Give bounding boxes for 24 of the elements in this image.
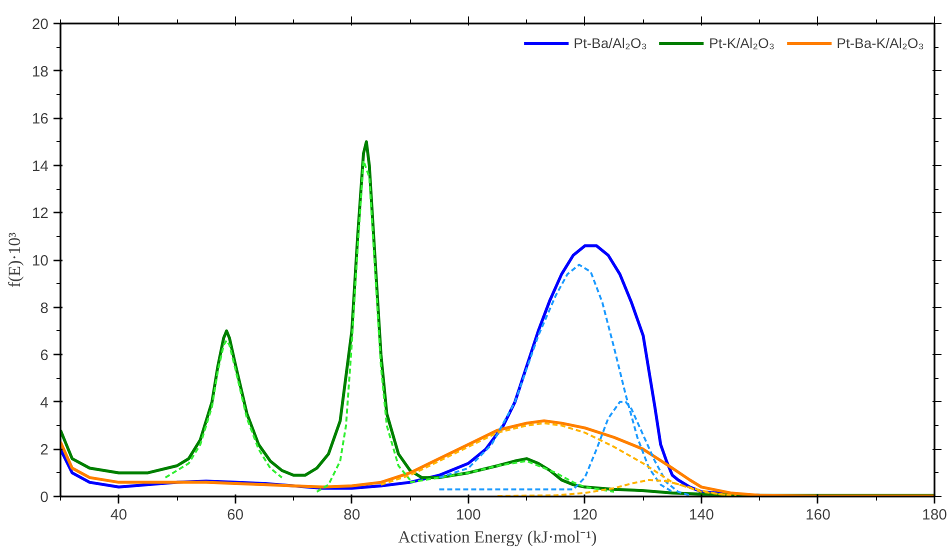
y-tick-label: 18 bbox=[32, 63, 49, 80]
x-axis-title: Activation Energy (kJ·mol⁻¹) bbox=[398, 528, 597, 546]
x-tick-label: 40 bbox=[110, 506, 128, 524]
x-tick-label: 120 bbox=[572, 506, 598, 524]
y-tick-label: 16 bbox=[32, 110, 49, 128]
y-axis-title: f(E)·10³ bbox=[4, 232, 24, 288]
y-tick-label: 14 bbox=[32, 158, 49, 175]
legend-label: Pt-Ba/Al₂O₃ bbox=[574, 35, 648, 51]
y-tick-label: 10 bbox=[32, 252, 49, 270]
x-tick-label: 180 bbox=[922, 506, 948, 524]
legend-label: Pt-Ba-K/Al₂O₃ bbox=[836, 35, 924, 51]
x-tick-label: 140 bbox=[688, 506, 714, 524]
y-tick-label: 2 bbox=[40, 442, 48, 459]
y-tick-label: 8 bbox=[40, 300, 48, 317]
legend-label: Pt-K/Al₂O₃ bbox=[709, 35, 775, 51]
y-tick-label: 4 bbox=[40, 394, 48, 412]
x-tick-label: 160 bbox=[805, 506, 830, 524]
y-tick-label: 6 bbox=[40, 347, 48, 364]
x-tick-label: 100 bbox=[456, 506, 481, 524]
x-tick-label: 60 bbox=[226, 506, 244, 524]
y-tick-label: 20 bbox=[32, 16, 49, 33]
y-tick-label: 12 bbox=[32, 205, 49, 222]
x-tick-label: 80 bbox=[343, 506, 360, 524]
y-tick-label: 0 bbox=[40, 489, 48, 506]
